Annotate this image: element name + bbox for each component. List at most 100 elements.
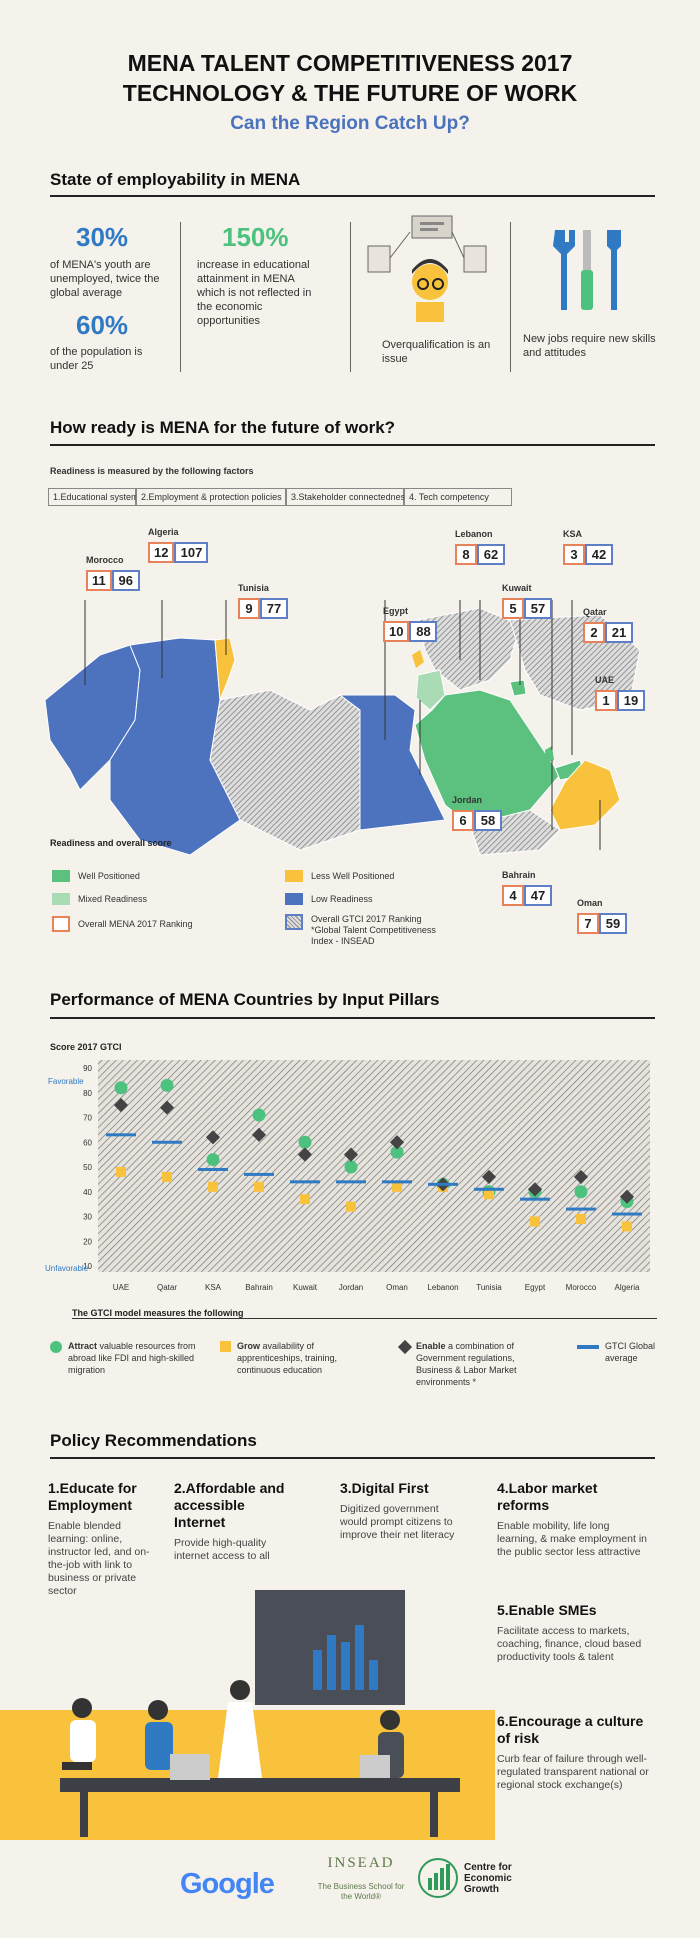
point-grow-uae (116, 1166, 126, 1177)
title-line-2: TECHNOLOGY & THE FUTURE OF WORK (122, 80, 578, 106)
gtci-rank: 21 (605, 622, 633, 643)
point-grow-bahrain (254, 1181, 264, 1192)
country-morocco: Morocco 11 96 (86, 555, 140, 591)
country-uae: UAE 1 19 (595, 675, 645, 711)
country-lebanon: Lebanon 8 62 (455, 529, 505, 565)
y-tick-label: 60 (83, 1138, 92, 1147)
x-tick-label: Morocco (566, 1283, 597, 1292)
y-tick-label: 50 (83, 1163, 92, 1172)
gtci-rank: 57 (524, 598, 552, 619)
x-tick-label: Egypt (525, 1283, 546, 1292)
table (60, 1778, 460, 1792)
point-gtci-morocco (566, 1207, 596, 1211)
point-gtci-lebanon (428, 1182, 458, 1186)
title-line-1: MENA TALENT COMPETITIVENESS 2017 (127, 50, 573, 76)
y-tick-label: 40 (83, 1188, 92, 1197)
point-grow-morocco (576, 1213, 586, 1224)
point-enable-oman (389, 1135, 405, 1150)
meeting-illustration (0, 1590, 495, 1840)
y-tick-label: 30 (83, 1213, 92, 1222)
section-rule (50, 195, 655, 197)
mena-rank: 5 (502, 598, 524, 619)
country-tunisia: Tunisia 9 77 (238, 583, 288, 619)
policy-item-3: 3.Digital First Digitized government wou… (340, 1480, 455, 1541)
mena-rank: 6 (452, 810, 474, 831)
employability-heading: State of employability in MENA (50, 170, 301, 189)
country-kuwait: Kuwait 5 57 (502, 583, 552, 619)
cec-logo: Centre for Economic Growth (418, 1858, 512, 1898)
point-grow-jordan (346, 1201, 356, 1212)
gtci-rank: 96 (111, 570, 140, 591)
point-attract-jordan (344, 1160, 358, 1174)
legend-well: Well Positioned (52, 870, 140, 882)
gtci-rank: 62 (477, 544, 505, 565)
map-kuwait (509, 679, 527, 697)
policy-heading: Policy Recommendations (50, 1431, 257, 1450)
unfavorable-label: Unfavorable (45, 1264, 89, 1273)
gtci-rank: 59 (599, 913, 627, 934)
policy-item-6: 6.Encourage a culture of risk Curb fear … (497, 1713, 649, 1791)
country-bahrain: Bahrain 4 47 (502, 870, 552, 906)
x-tick-label: Bahrain (245, 1283, 273, 1292)
map-oman (549, 759, 621, 831)
country-algeria: Algeria 12 107 (148, 527, 209, 563)
x-tick-label: Qatar (157, 1283, 177, 1292)
swatch (285, 893, 303, 905)
point-grow-egypt (530, 1216, 540, 1227)
gtci-rank: 107 (174, 542, 209, 563)
legend-mena-rank: Overall MENA 2017 Ranking (52, 916, 193, 932)
x-tick-label: UAE (113, 1283, 129, 1292)
map-jordan (415, 669, 446, 711)
mena-rank: 9 (238, 598, 260, 619)
point-gtci-tunisia (474, 1187, 504, 1191)
mena-map (44, 600, 641, 856)
point-gtci-qatar (152, 1140, 182, 1144)
subtitle: Can the Region Catch Up? (230, 113, 470, 134)
factor-item: 4. Tech competency (404, 488, 512, 506)
chart-title: Score 2017 GTCI (50, 1042, 122, 1052)
map-lebanon (412, 650, 424, 668)
map-libya (209, 689, 361, 851)
section-rule (50, 1457, 655, 1459)
section-rule (50, 1017, 655, 1019)
line-icon (577, 1345, 599, 1349)
factors-label: Readiness is measured by the following f… (50, 466, 254, 476)
point-grow-tunisia (484, 1189, 494, 1200)
google-logo: Google (180, 1868, 275, 1900)
mena-rank: 10 (383, 621, 410, 642)
y-tick-label: 80 (83, 1089, 92, 1098)
point-gtci-bahrain (244, 1172, 274, 1176)
gtci-rank: 47 (524, 885, 552, 906)
swatch (285, 870, 303, 882)
x-tick-label: Tunisia (476, 1283, 502, 1292)
mena-rank: 7 (577, 913, 599, 934)
mena-rank: 1 (595, 690, 617, 711)
policy-item-4: 4.Labor market reforms Enable mobility, … (497, 1480, 647, 1558)
mena-rank: 12 (148, 542, 175, 563)
legend-low: Low Readiness (285, 893, 373, 905)
policy-item-2: 2.Affordable and accessible Internet Pro… (174, 1480, 285, 1562)
y-tick-label: 10 (83, 1262, 92, 1271)
stat-youth-text: of MENA's youth are unemployed, twice th… (50, 259, 160, 299)
divider (72, 1318, 657, 1319)
legend-gtci: GTCI Global average (577, 1340, 657, 1364)
mena-rank: 11 (86, 570, 112, 591)
x-tick-label: Lebanon (427, 1283, 458, 1292)
point-gtci-uae (106, 1133, 136, 1137)
map-levant (417, 607, 521, 691)
divider (510, 222, 511, 372)
legend-mixed: Mixed Readiness (52, 893, 147, 905)
factor-item: 2.Employment & protection policies (136, 488, 286, 506)
divider (350, 222, 351, 372)
point-gtci-oman (382, 1180, 412, 1184)
x-tick-label: KSA (205, 1283, 222, 1292)
point-gtci-egypt (520, 1197, 550, 1201)
readiness-legend-title: Readiness and overall score (50, 838, 172, 848)
x-tick-label: Kuwait (293, 1283, 318, 1292)
overqualification-icon (367, 215, 487, 322)
point-attract-uae (114, 1081, 128, 1095)
swatch (52, 870, 70, 882)
point-enable-uae (113, 1098, 129, 1113)
swatch (52, 916, 70, 932)
point-gtci-kuwait (290, 1180, 320, 1184)
